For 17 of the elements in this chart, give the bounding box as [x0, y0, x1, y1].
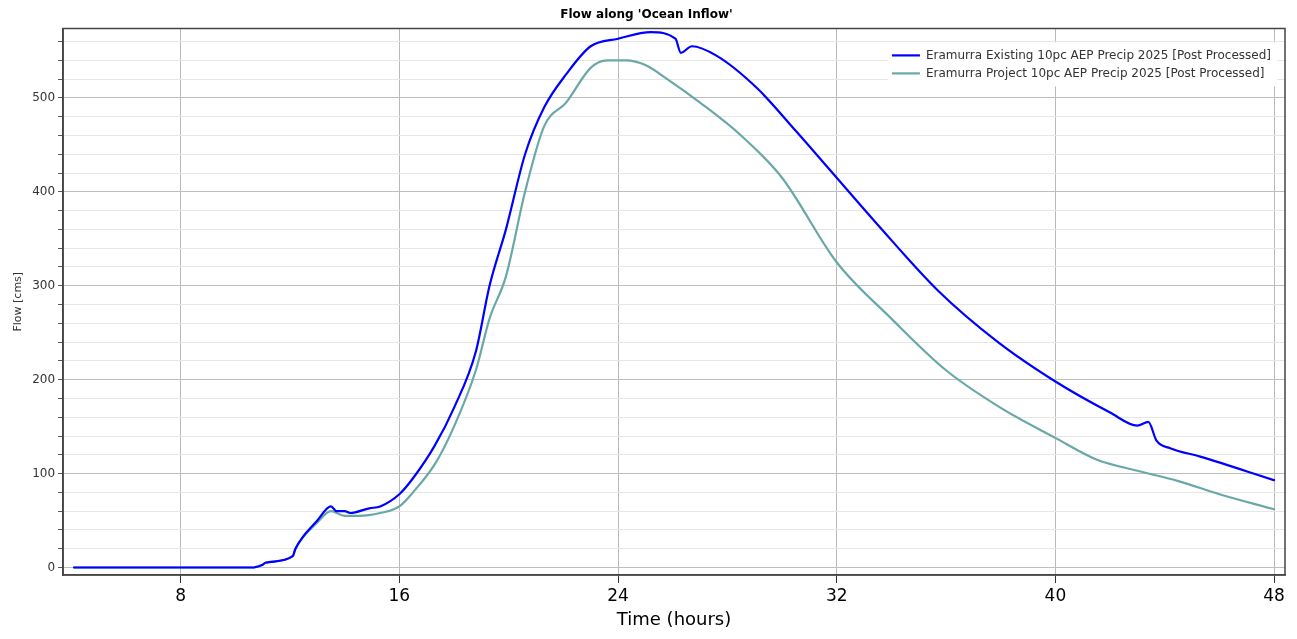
x-tick-label: 8 [175, 584, 187, 605]
x-tick-label: 24 [607, 584, 629, 605]
legend-label: Eramurra Existing 10pc AEP Precip 2025 [Post Processed] [925, 47, 1271, 62]
y-tick-label: 100 [32, 465, 56, 480]
y-tick-label: 500 [32, 90, 56, 105]
x-tick-label: 16 [388, 584, 411, 605]
x-tick-label: 48 [1263, 584, 1285, 605]
legend-label: Eramurra Project 10pc AEP Precip 2025 [Post Processed] [925, 65, 1265, 80]
y-tick-label: 400 [32, 183, 56, 198]
chart-title: Flow along 'Ocean Inflow' [560, 7, 733, 22]
x-tick-label: 40 [1044, 584, 1067, 605]
x-tick-label: 32 [825, 584, 848, 605]
y-tick-label: 300 [32, 277, 56, 292]
x-axis-title: Time (hours) [615, 607, 732, 629]
y-tick-label: 0 [47, 559, 56, 574]
y-axis-title: Flow [cms] [11, 271, 25, 332]
y-tick-label: 200 [32, 371, 56, 386]
